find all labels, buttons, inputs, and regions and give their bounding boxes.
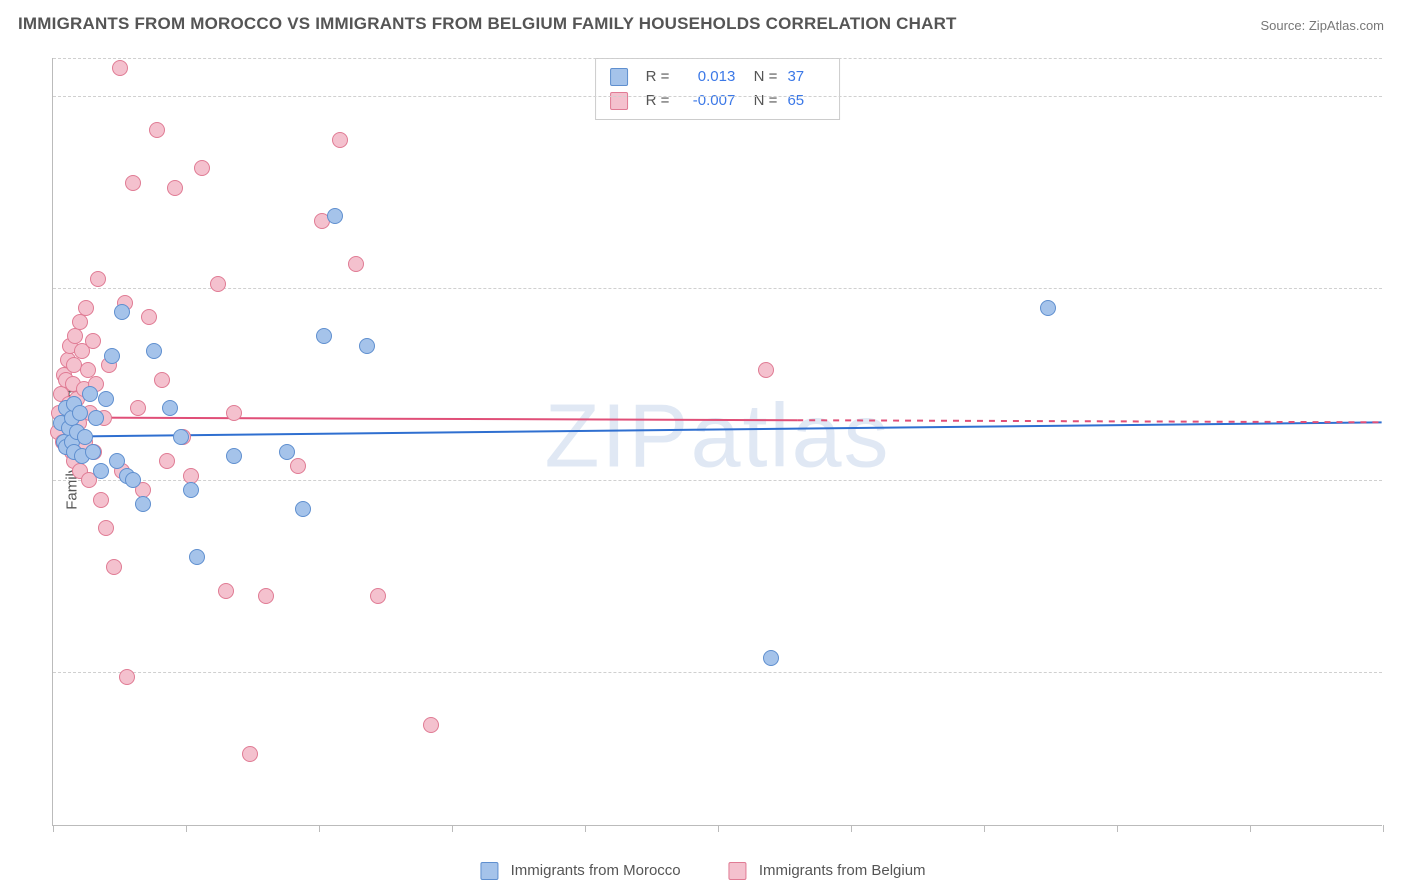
scatter-point [226, 448, 242, 464]
x-tick [585, 825, 586, 832]
scatter-point [98, 391, 114, 407]
trend-lines-layer [53, 58, 1382, 825]
x-tick [319, 825, 320, 832]
x-tick [452, 825, 453, 832]
swatch-belgium-icon [729, 862, 747, 880]
scatter-point [72, 405, 88, 421]
scatter-point [327, 208, 343, 224]
watermark: ZIPatlas [544, 385, 890, 488]
scatter-point [109, 453, 125, 469]
legend-item-morocco: Immigrants from Morocco [480, 862, 680, 880]
series-name-morocco: Immigrants from Morocco [511, 862, 681, 879]
swatch-belgium-icon [610, 92, 628, 110]
gridline [53, 480, 1382, 481]
scatter-point [279, 444, 295, 460]
scatter-point [226, 405, 242, 421]
scatter-point [423, 717, 439, 733]
scatter-point [104, 348, 120, 364]
scatter-point [149, 122, 165, 138]
scatter-point [758, 362, 774, 378]
scatter-point [242, 746, 258, 762]
scatter-point [88, 410, 104, 426]
scatter-point [78, 300, 94, 316]
x-tick [1383, 825, 1384, 832]
scatter-point [370, 588, 386, 604]
swatch-morocco-icon [480, 862, 498, 880]
scatter-point [194, 160, 210, 176]
scatter-point [218, 583, 234, 599]
chart-plot-area: ZIPatlas R = 0.013 N = 37 R = -0.007 N =… [52, 58, 1382, 826]
scatter-point [93, 492, 109, 508]
swatch-morocco-icon [610, 68, 628, 86]
gridline [53, 672, 1382, 673]
legend-row-belgium: R = -0.007 N = 65 [610, 89, 822, 113]
scatter-point [90, 271, 106, 287]
scatter-point [72, 314, 88, 330]
scatter-point [159, 453, 175, 469]
series-name-belgium: Immigrants from Belgium [759, 862, 926, 879]
scatter-point [295, 501, 311, 517]
scatter-point [162, 400, 178, 416]
scatter-point [98, 520, 114, 536]
scatter-point [130, 400, 146, 416]
x-tick [186, 825, 187, 832]
scatter-point [119, 669, 135, 685]
legend-item-belgium: Immigrants from Belgium [729, 862, 926, 880]
scatter-point [173, 429, 189, 445]
correlation-legend: R = 0.013 N = 37 R = -0.007 N = 65 [595, 58, 841, 120]
scatter-point [114, 304, 130, 320]
scatter-point [348, 256, 364, 272]
scatter-point [183, 482, 199, 498]
legend-row-morocco: R = 0.013 N = 37 [610, 65, 822, 89]
scatter-point [112, 60, 128, 76]
scatter-point [141, 309, 157, 325]
scatter-point [125, 175, 141, 191]
n-value-morocco: 37 [787, 65, 821, 89]
r-value-morocco: 0.013 [679, 65, 735, 89]
scatter-point [167, 180, 183, 196]
gridline [53, 58, 1382, 59]
scatter-point [189, 549, 205, 565]
scatter-point [763, 650, 779, 666]
scatter-point [125, 472, 141, 488]
x-tick [1250, 825, 1251, 832]
scatter-point [154, 372, 170, 388]
scatter-point [290, 458, 306, 474]
x-tick [851, 825, 852, 832]
x-tick [718, 825, 719, 832]
n-value-belgium: 65 [787, 89, 821, 113]
scatter-point [135, 496, 151, 512]
gridline [53, 288, 1382, 289]
scatter-point [316, 328, 332, 344]
scatter-point [85, 333, 101, 349]
scatter-point [146, 343, 162, 359]
r-value-belgium: -0.007 [679, 89, 735, 113]
scatter-point [1040, 300, 1056, 316]
series-legend: Immigrants from Morocco Immigrants from … [480, 862, 925, 880]
x-tick [984, 825, 985, 832]
scatter-point [258, 588, 274, 604]
trend-line [53, 418, 797, 421]
scatter-point [359, 338, 375, 354]
scatter-point [106, 559, 122, 575]
x-tick [1117, 825, 1118, 832]
x-tick [53, 825, 54, 832]
scatter-point [85, 444, 101, 460]
scatter-point [82, 386, 98, 402]
gridline [53, 96, 1382, 97]
scatter-point [93, 463, 109, 479]
chart-title: IMMIGRANTS FROM MOROCCO VS IMMIGRANTS FR… [18, 14, 957, 34]
trend-line [53, 422, 1381, 436]
source-attribution: Source: ZipAtlas.com [1260, 18, 1384, 33]
trend-line-extrapolated [797, 420, 1381, 422]
scatter-point [332, 132, 348, 148]
scatter-point [210, 276, 226, 292]
